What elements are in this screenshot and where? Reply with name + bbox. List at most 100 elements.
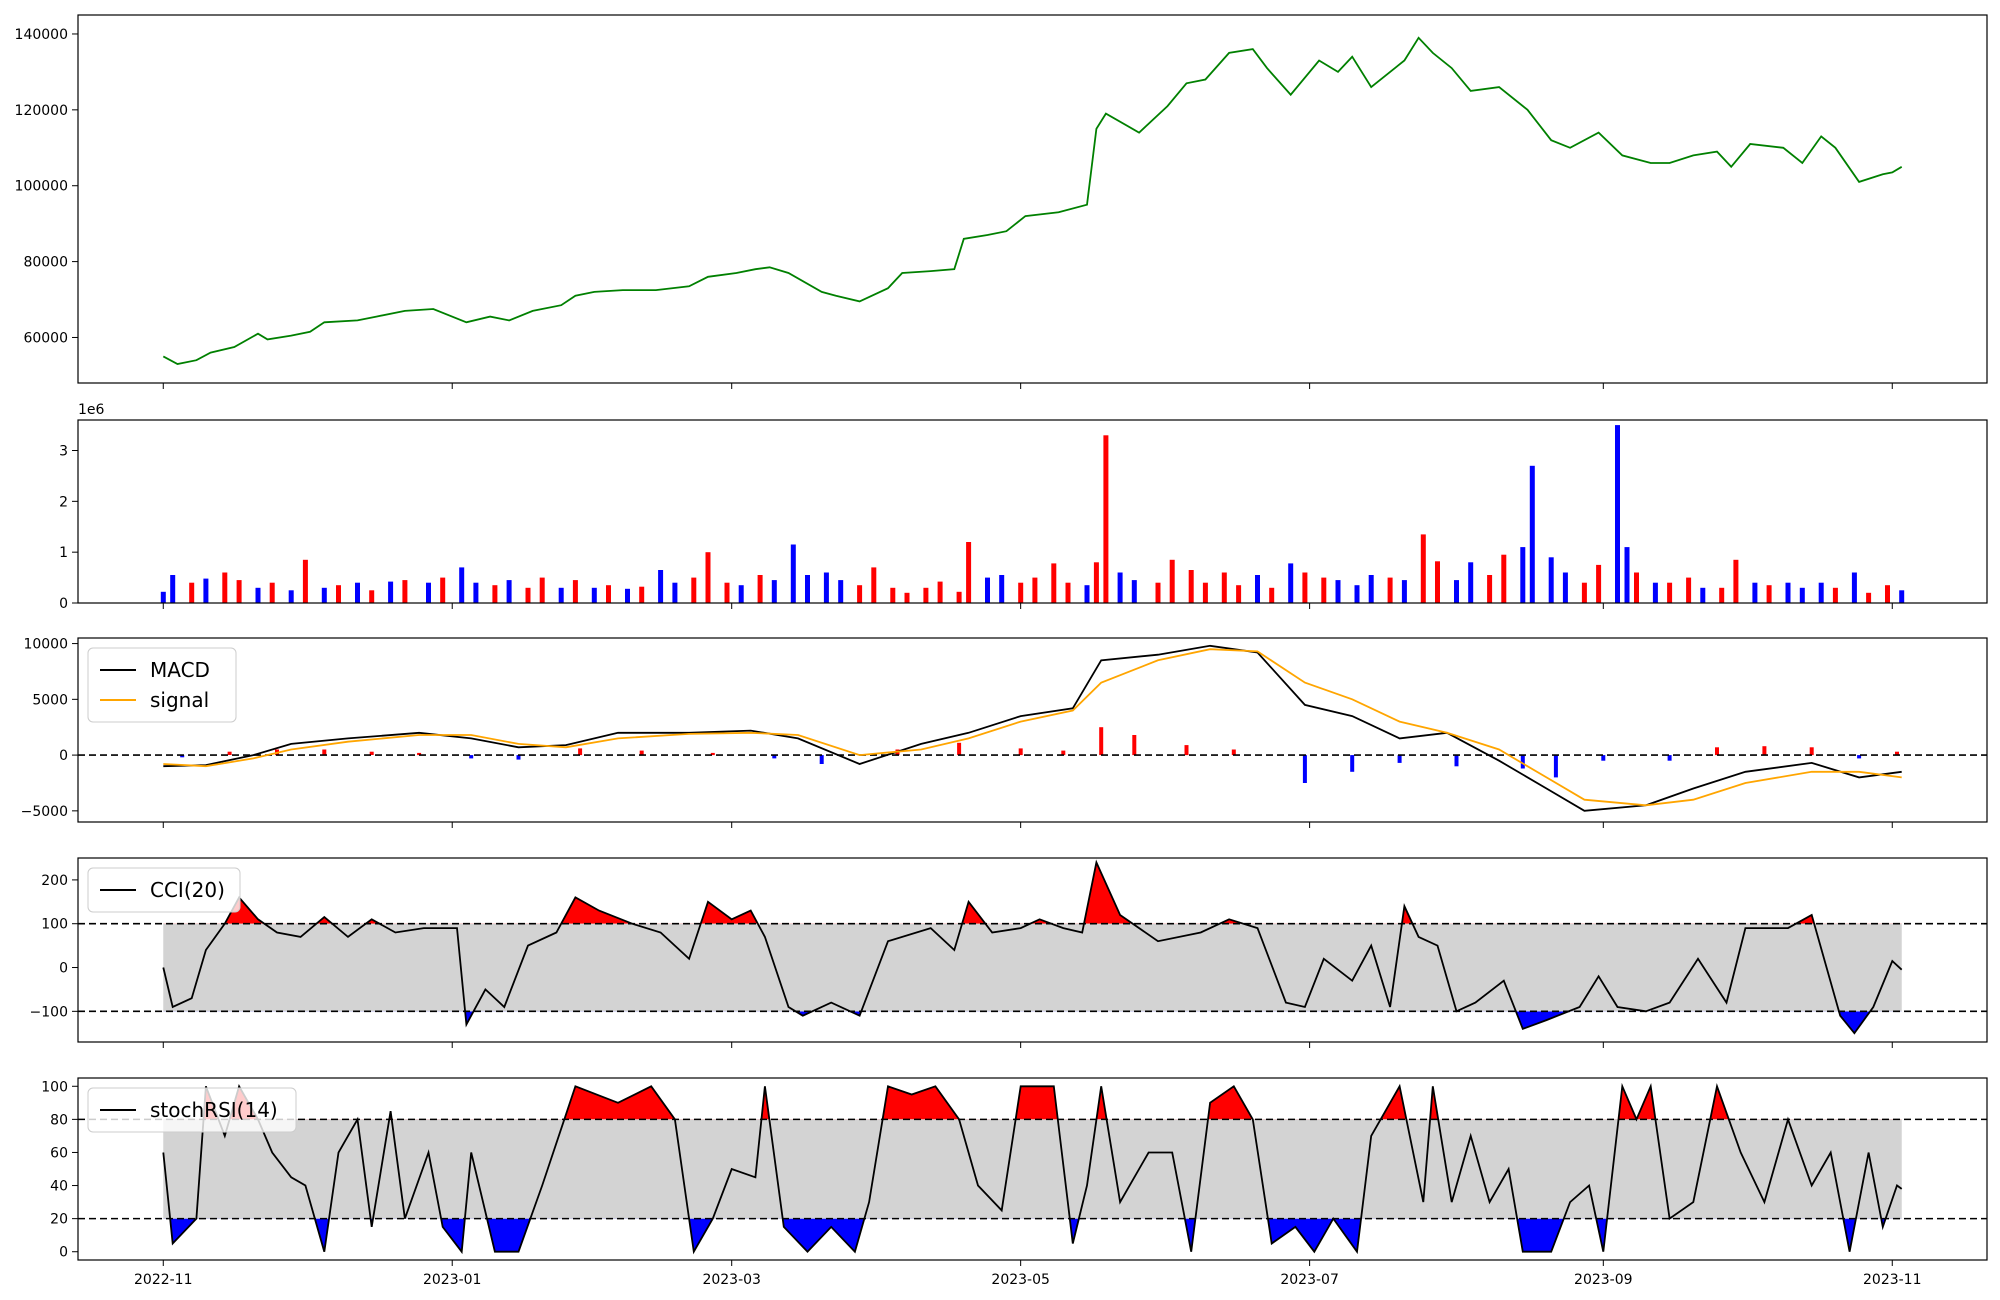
volume-panel: 0 1 2 3 1e6 [59, 402, 1988, 612]
volume-bar [672, 582, 678, 603]
volume-bar [1596, 564, 1602, 603]
volume-bar [1093, 562, 1099, 603]
macd-histogram-bar [1520, 755, 1525, 769]
stochrsi-overbought-fill [163, 1086, 1902, 1120]
volume-bar [999, 575, 1005, 603]
macd-histogram-bar [1715, 747, 1719, 756]
volume-ytick-label: 1 [59, 545, 68, 561]
volume-bar [1354, 585, 1360, 603]
macd-histogram-bar [1302, 755, 1307, 783]
volume-bar [1435, 561, 1440, 603]
stochrsi-ytick-label: 80 [50, 1112, 68, 1128]
volume-bar [1255, 575, 1260, 603]
volume-bar [923, 587, 929, 604]
volume-bar [1529, 465, 1535, 604]
cci-ytick-label: 200 [41, 873, 68, 889]
volume-ytick-label: 2 [59, 494, 68, 510]
macd-histogram-bar [1454, 755, 1459, 767]
cci-ytick-label: −100 [30, 1004, 68, 1020]
macd-histogram-bar [1018, 748, 1023, 756]
volume-bar [890, 587, 896, 604]
stochrsi-ytick-label: 20 [50, 1212, 68, 1228]
volume-bar [956, 591, 962, 603]
macd-histogram-bar [772, 755, 777, 759]
macd-histogram-bar [417, 752, 422, 756]
stochrsi-frame [77, 1077, 1988, 1261]
volume-bar [1719, 587, 1725, 604]
volume-bar [805, 575, 810, 603]
price-plot-area [78, 15, 1987, 383]
volume-bar [255, 587, 261, 604]
volume-bar [1065, 582, 1071, 603]
volume-bar [738, 585, 744, 603]
volume-bar [1766, 585, 1772, 603]
macd-macd-line [163, 644, 1902, 812]
volume-bar [1866, 592, 1872, 603]
macd-histogram-bar [1184, 745, 1189, 756]
volume-bar [222, 572, 228, 603]
stochrsi-legend-label: stochRSI(14) [150, 1098, 278, 1122]
macd-histogram-bar [1809, 747, 1814, 756]
stochrsi-ytick-label: 0 [59, 1245, 68, 1261]
volume-bar [724, 582, 730, 603]
stochrsi-oversold-fill [163, 1218, 1902, 1252]
volume-bar [440, 577, 446, 603]
price-ytick-label: 60000 [23, 330, 68, 346]
macd-histogram-bar [1857, 755, 1862, 759]
volume-bar [369, 590, 375, 603]
volume-bar [771, 580, 777, 603]
macd-frame [77, 637, 1988, 823]
volume-bar [1368, 575, 1374, 603]
volume-bar [1302, 572, 1308, 603]
macd-histogram-bar [1553, 755, 1558, 778]
volume-bar [558, 587, 564, 604]
cci-legend: CCI(20) [87, 867, 241, 913]
volume-bar [492, 585, 498, 603]
volume-bar [1032, 577, 1038, 603]
volume-bar [1420, 534, 1426, 603]
volume-bar [823, 572, 829, 603]
volume-bar [1520, 547, 1526, 603]
macd-legend: MACD signal [87, 647, 237, 723]
volume-bar [639, 586, 645, 603]
volume-bar [236, 580, 242, 603]
price-line [162, 36, 1903, 365]
volume-bar [1501, 554, 1507, 603]
macd-ytick-label: 5000 [32, 692, 68, 708]
volume-bar [966, 542, 972, 603]
volume-bar [336, 585, 341, 603]
stochrsi-ytick-label: 40 [50, 1179, 68, 1195]
volume-bar [525, 587, 531, 604]
macd-histogram-bar [639, 750, 644, 756]
stochrsi-panel: 0 20 40 60 80 100 stochRSI(14) [41, 1077, 1988, 1261]
volume-bar [1269, 587, 1275, 604]
volume-bar [1321, 577, 1327, 603]
volume-bar [1752, 582, 1758, 603]
volume-bar [937, 581, 943, 603]
stochrsi-ytick-label: 60 [50, 1145, 68, 1161]
price-ytick-label: 120000 [15, 103, 68, 119]
volume-bar [1288, 563, 1294, 603]
macd-histogram-bar [819, 755, 824, 764]
volume-bar [170, 575, 176, 603]
macd-histogram-bar [227, 751, 232, 755]
macd-histogram-bar [1132, 735, 1137, 756]
volume-offset-text: 1e6 [78, 402, 105, 418]
volume-bar [1487, 575, 1493, 603]
stochrsi-legend-box [87, 1087, 297, 1133]
xtick-label: 2023-07 [1280, 1272, 1339, 1288]
volume-frame [77, 419, 1988, 604]
price-ytick-label: 80000 [23, 255, 68, 271]
volume-bar [757, 575, 763, 603]
volume-bar [1667, 582, 1673, 603]
x-axis: 2022-11 2023-01 2023-03 2023-05 2023-07 2023-… [134, 383, 1922, 1288]
macd-histogram-bar [1350, 755, 1355, 772]
volume-bar [1169, 559, 1175, 603]
macd-histogram-bar [1601, 755, 1606, 761]
macd-histogram-bar [957, 742, 962, 756]
volume-bar [857, 585, 863, 603]
volume-bar [1624, 547, 1630, 603]
volume-bar [985, 577, 990, 603]
volume-bar [1733, 559, 1739, 603]
volume-bar [1051, 563, 1057, 603]
